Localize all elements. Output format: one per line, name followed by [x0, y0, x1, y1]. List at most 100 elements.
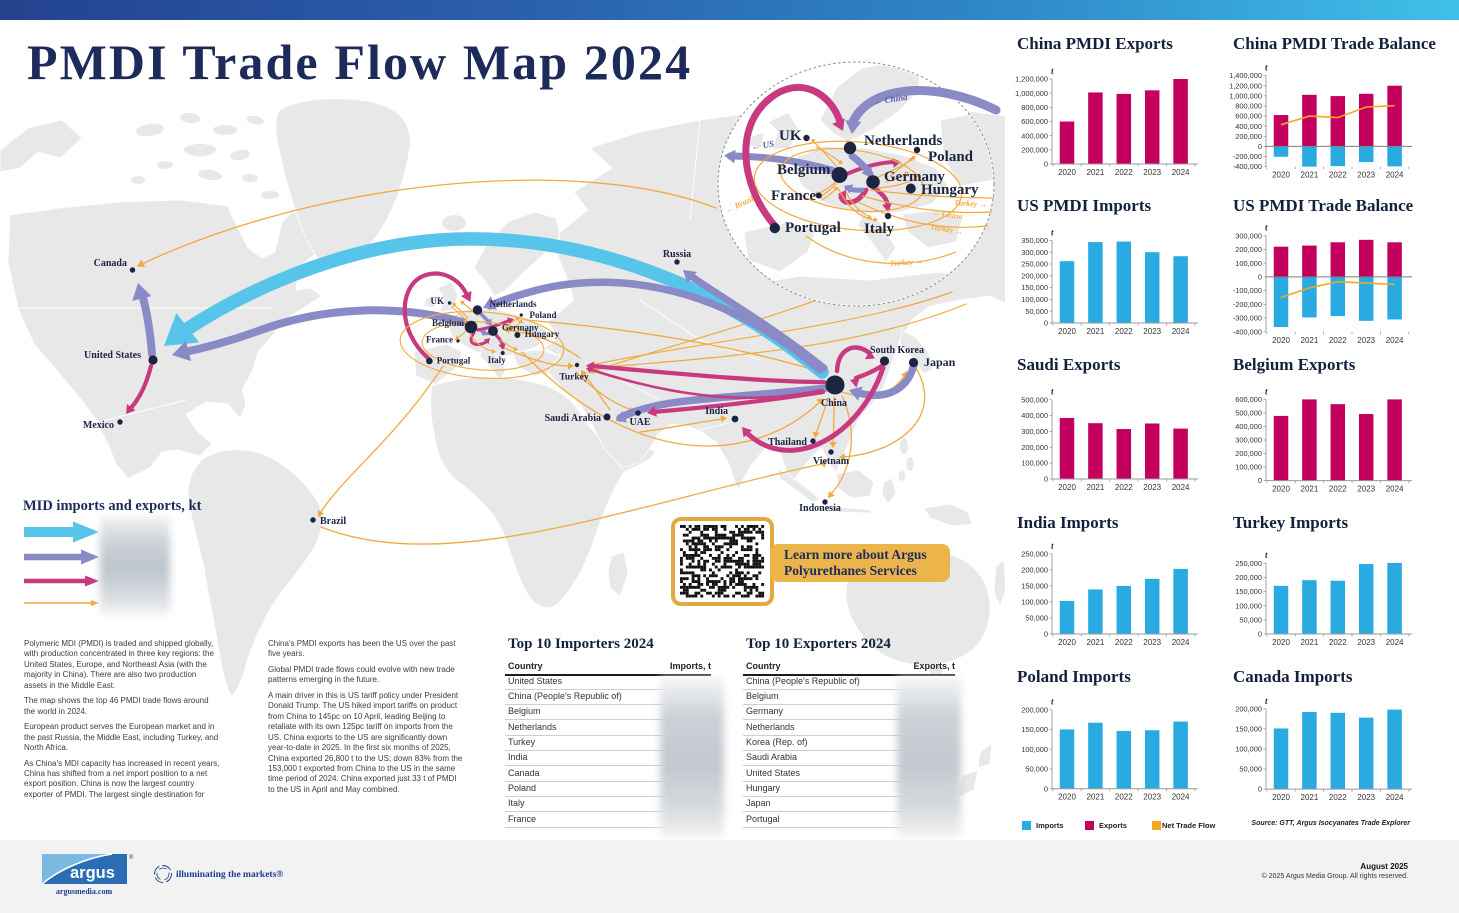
- svg-text:200,000: 200,000: [1021, 271, 1048, 280]
- svg-text:2024: 2024: [1386, 485, 1404, 494]
- svg-text:t: t: [1051, 697, 1054, 707]
- svg-text:300,000: 300,000: [1021, 427, 1048, 436]
- svg-text:100,000: 100,000: [1021, 459, 1048, 468]
- svg-text:Belgium: Belgium: [432, 318, 465, 328]
- svg-text:1,400,000: 1,400,000: [1229, 71, 1262, 80]
- svg-text:Polyurethanes Services: Polyurethanes Services: [784, 563, 917, 578]
- svg-text:150,000: 150,000: [1021, 582, 1048, 591]
- svg-text:2023: 2023: [1357, 171, 1375, 180]
- svg-text:China: China: [821, 398, 847, 409]
- svg-text:0: 0: [1044, 475, 1048, 484]
- svg-text:2023: 2023: [1143, 638, 1161, 647]
- svg-text:1,000,000: 1,000,000: [1229, 91, 1262, 100]
- svg-text:argus: argus: [70, 864, 115, 882]
- svg-text:2023: 2023: [1143, 483, 1161, 492]
- svg-text:2024: 2024: [1386, 336, 1404, 345]
- svg-text:250,000: 250,000: [1021, 260, 1048, 269]
- svg-text:Thailand: Thailand: [768, 437, 807, 448]
- svg-text:France: France: [771, 188, 816, 204]
- svg-text:250,000: 250,000: [1021, 549, 1048, 558]
- svg-text:Learn more about Argus: Learn more about Argus: [784, 547, 927, 562]
- svg-text:50,000: 50,000: [1239, 765, 1262, 774]
- svg-text:800,000: 800,000: [1021, 103, 1048, 112]
- svg-text:500,000: 500,000: [1021, 395, 1048, 404]
- svg-text:argusmedia.com: argusmedia.com: [56, 887, 113, 896]
- svg-text:2024: 2024: [1172, 483, 1190, 492]
- svg-text:0: 0: [1044, 630, 1048, 639]
- svg-text:2020: 2020: [1058, 638, 1076, 647]
- svg-text:Poland: Poland: [928, 149, 974, 165]
- svg-text:-400,000: -400,000: [1233, 327, 1262, 336]
- svg-text:Canada: Canada: [94, 258, 127, 269]
- svg-text:Germany: Germany: [884, 169, 945, 185]
- svg-text:-400,000: -400,000: [1233, 162, 1262, 171]
- svg-text:100,000: 100,000: [1021, 745, 1048, 754]
- svg-text:0: 0: [1258, 142, 1262, 151]
- svg-text:2022: 2022: [1115, 483, 1133, 492]
- svg-text:2020: 2020: [1272, 336, 1290, 345]
- svg-text:Saudi Arabia: Saudi Arabia: [545, 413, 601, 424]
- svg-text:200,000: 200,000: [1235, 704, 1262, 713]
- svg-text:2024: 2024: [1386, 171, 1404, 180]
- svg-text:2020: 2020: [1058, 793, 1076, 802]
- svg-text:2023: 2023: [1357, 336, 1375, 345]
- svg-text:France: France: [426, 335, 453, 345]
- svg-text:Russia: Russia: [663, 249, 691, 260]
- svg-text:2022: 2022: [1115, 638, 1133, 647]
- svg-text:2024: 2024: [1386, 793, 1404, 802]
- svg-text:Germany: Germany: [502, 323, 539, 333]
- svg-text:2020: 2020: [1272, 793, 1290, 802]
- svg-text:t: t: [1051, 227, 1054, 237]
- svg-text:2022: 2022: [1329, 638, 1347, 647]
- svg-text:2022: 2022: [1329, 485, 1347, 494]
- svg-text:100,000: 100,000: [1021, 295, 1048, 304]
- svg-text:2020: 2020: [1058, 483, 1076, 492]
- svg-text:150,000: 150,000: [1235, 725, 1262, 734]
- svg-text:2023: 2023: [1357, 485, 1375, 494]
- svg-text:illuminating the markets®: illuminating the markets®: [176, 869, 283, 880]
- svg-text:2020: 2020: [1272, 171, 1290, 180]
- svg-text:Poland: Poland: [530, 310, 557, 320]
- svg-text:200,000: 200,000: [1235, 245, 1262, 254]
- svg-text:2024: 2024: [1172, 327, 1190, 336]
- svg-text:100,000: 100,000: [1235, 601, 1262, 610]
- svg-text:300,000: 300,000: [1235, 436, 1262, 445]
- svg-text:200,000: 200,000: [1021, 145, 1048, 154]
- svg-text:150,000: 150,000: [1235, 587, 1262, 596]
- svg-text:2022: 2022: [1115, 168, 1133, 177]
- svg-text:2023: 2023: [1357, 793, 1375, 802]
- svg-text:← US: ← US: [751, 139, 775, 152]
- svg-text:Netherlands: Netherlands: [490, 299, 537, 309]
- svg-text:1,200,000: 1,200,000: [1015, 75, 1048, 84]
- svg-text:1,200,000: 1,200,000: [1229, 81, 1262, 90]
- svg-text:2020: 2020: [1272, 638, 1290, 647]
- svg-text:2023: 2023: [1143, 327, 1161, 336]
- svg-text:400,000: 400,000: [1021, 131, 1048, 140]
- svg-text:Turkey: Turkey: [559, 373, 588, 383]
- svg-text:300,000: 300,000: [1235, 231, 1262, 240]
- svg-text:2022: 2022: [1115, 327, 1133, 336]
- svg-text:Brazil: Brazil: [320, 516, 346, 527]
- svg-text:2021: 2021: [1301, 793, 1319, 802]
- svg-text:600,000: 600,000: [1235, 112, 1262, 121]
- svg-text:®: ®: [129, 854, 134, 861]
- svg-text:200,000: 200,000: [1021, 565, 1048, 574]
- svg-text:2024: 2024: [1386, 638, 1404, 647]
- svg-text:2021: 2021: [1301, 485, 1319, 494]
- svg-text:2023: 2023: [1143, 168, 1161, 177]
- svg-text:300,000: 300,000: [1021, 248, 1048, 257]
- svg-text:United States: United States: [84, 350, 141, 361]
- svg-text:400,000: 400,000: [1235, 122, 1262, 131]
- svg-text:-200,000: -200,000: [1233, 152, 1262, 161]
- svg-text:200,000: 200,000: [1235, 573, 1262, 582]
- svg-text:2021: 2021: [1087, 793, 1105, 802]
- svg-text:2022: 2022: [1115, 793, 1133, 802]
- svg-text:2021: 2021: [1301, 638, 1319, 647]
- svg-text:Japan: Japan: [924, 355, 956, 369]
- svg-text:2023: 2023: [1143, 793, 1161, 802]
- svg-text:0: 0: [1258, 476, 1262, 485]
- svg-text:2021: 2021: [1301, 336, 1319, 345]
- svg-text:t: t: [1265, 550, 1268, 560]
- svg-text:2020: 2020: [1058, 168, 1076, 177]
- svg-text:50,000: 50,000: [1025, 307, 1048, 316]
